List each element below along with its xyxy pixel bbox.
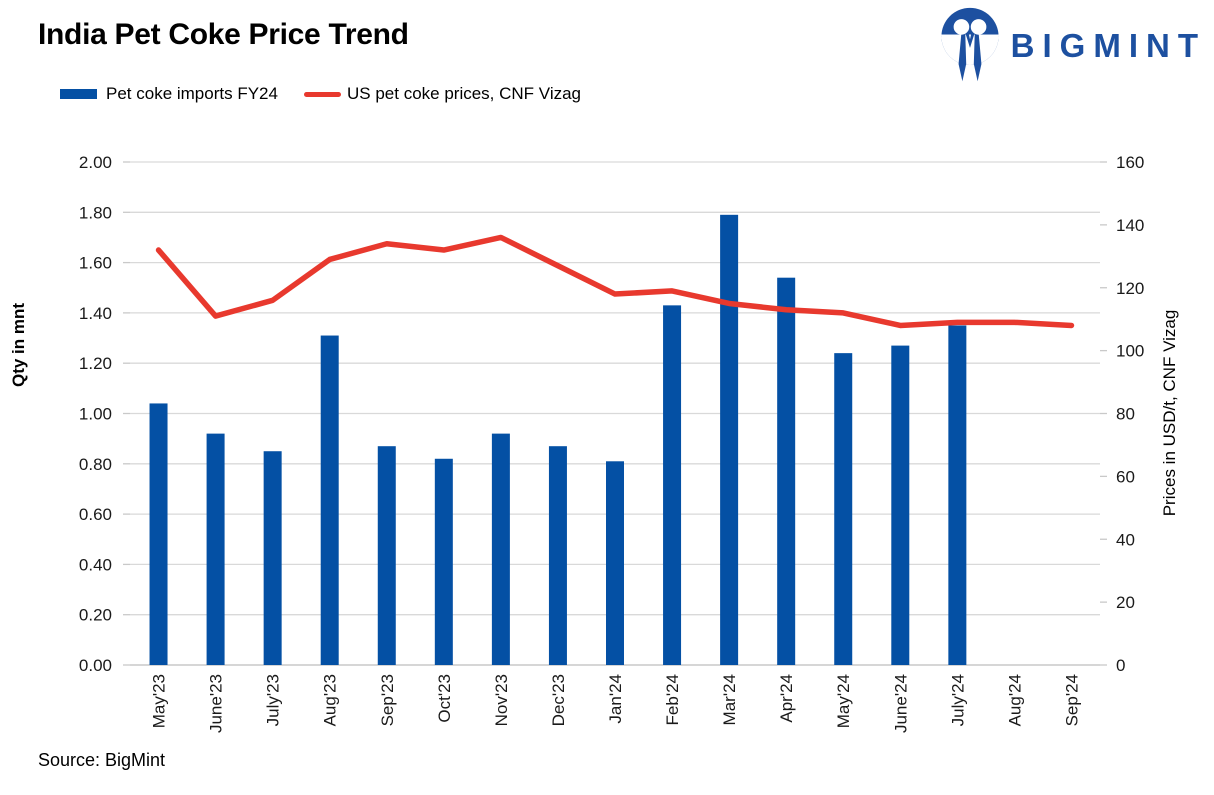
line-swatch-icon (304, 91, 341, 97)
x-axis-label-Oct'23: Oct'23 (435, 674, 454, 723)
x-axis-label-Feb'24: Feb'24 (663, 674, 682, 725)
x-axis-label-Nov'23: Nov'23 (492, 674, 511, 726)
bar-Mar'24 (720, 214, 739, 665)
bar-Dec'23 (548, 446, 567, 665)
right-axis-tick-label: 40 (1116, 530, 1135, 549)
bigmint-brand: BIGMINT (939, 5, 1206, 90)
x-axis-label-Aug'23: Aug'23 (321, 674, 340, 726)
bar-Feb'24 (663, 305, 682, 665)
x-axis-label-Jan'24: Jan'24 (606, 674, 625, 724)
x-axis-label-Mar'24: Mar'24 (720, 674, 739, 725)
right-axis-tick-label: 100 (1116, 342, 1144, 361)
bar-June'23 (206, 433, 225, 665)
legend-item-prices: US pet coke prices, CNF Vizag (304, 84, 581, 104)
bar-Sep'23 (377, 446, 396, 665)
legend-label: Pet coke imports FY24 (106, 84, 278, 103)
right-axis-tick-label: 160 (1116, 153, 1144, 172)
left-axis-tick-label: 0.80 (79, 455, 112, 474)
x-axis-label-July'23: July'23 (264, 674, 283, 726)
price-line (155, 234, 1075, 329)
x-axis-label-July'24: July'24 (948, 674, 967, 726)
left-axis-tick-label: 1.40 (79, 304, 112, 323)
x-axis-label-Sep'23: Sep'23 (378, 674, 397, 726)
bar-swatch-icon (60, 89, 97, 99)
legend-item-imports: Pet coke imports FY24 (60, 84, 278, 104)
x-axis-label-May'23: May'23 (150, 674, 169, 728)
bigmint-wordmark: BIGMINT (1010, 27, 1206, 64)
x-axis-label-June'23: June'23 (207, 674, 226, 733)
left-axis-tick-label: 0.00 (79, 656, 112, 675)
bar-May'23 (149, 403, 168, 665)
left-axis-tick-label: 0.40 (79, 555, 112, 574)
bar-July'23 (263, 451, 282, 665)
bar-July'24 (948, 325, 967, 665)
bar-Apr'24 (777, 277, 796, 665)
x-axis-label-May'24: May'24 (834, 674, 853, 728)
x-axis-label-Dec'23: Dec'23 (549, 674, 568, 726)
right-axis-tick-label: 140 (1116, 216, 1144, 235)
right-axis-tick-label: 120 (1116, 279, 1144, 298)
x-axis-label-Apr'24: Apr'24 (777, 674, 796, 723)
right-axis-tick-label: 20 (1116, 593, 1135, 612)
right-axis-tick-label: 60 (1116, 467, 1135, 486)
legend-label: US pet coke prices, CNF Vizag (347, 84, 581, 103)
left-axis-tick-label: 0.60 (79, 505, 112, 524)
bar-May'24 (834, 353, 853, 665)
left-axis-tick-label: 1.60 (79, 254, 112, 273)
x-axis-label-Aug'24: Aug'24 (1005, 674, 1024, 726)
left-axis-tick-label: 1.00 (79, 405, 112, 424)
left-axis-tick-label: 2.00 (79, 153, 112, 172)
bar-Jan'24 (606, 461, 624, 665)
x-axis-label-Sep'24: Sep'24 (1062, 674, 1081, 726)
x-axis-label-June'24: June'24 (891, 674, 910, 733)
bar-Nov'23 (491, 433, 510, 665)
bigmint-logo-icon (939, 5, 1001, 90)
right-axis-tick-label: 0 (1116, 656, 1125, 675)
source-note: Source: BigMint (38, 750, 166, 770)
left-axis-tick-label: 0.20 (79, 606, 112, 625)
bar-June'24 (891, 345, 910, 665)
left-axis-tick-label: 1.80 (79, 203, 112, 222)
left-axis-tick-label: 1.20 (79, 354, 112, 373)
bar-Oct'23 (434, 458, 453, 665)
right-axis-tick-label: 80 (1116, 405, 1135, 424)
page-title: India Pet Coke Price Trend (38, 18, 409, 51)
bar-Aug'23 (320, 335, 339, 665)
